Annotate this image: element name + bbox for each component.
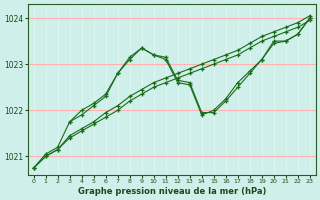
X-axis label: Graphe pression niveau de la mer (hPa): Graphe pression niveau de la mer (hPa) xyxy=(77,187,266,196)
